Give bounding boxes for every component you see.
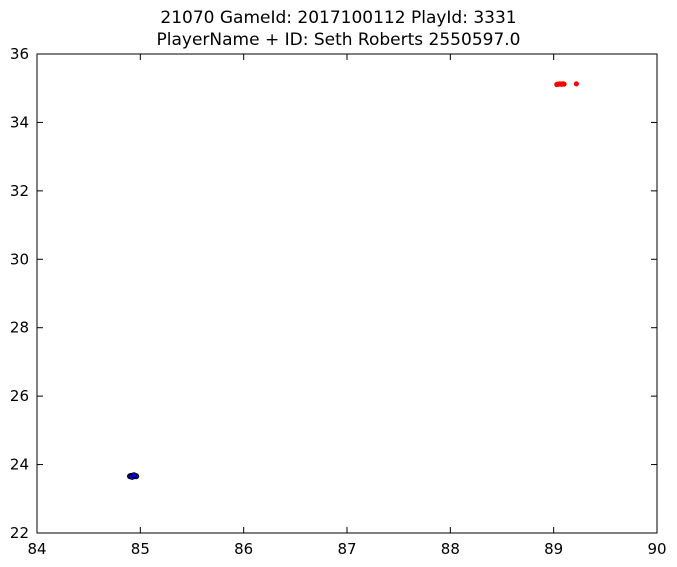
y-tick-label: 36	[10, 45, 29, 63]
x-tick-label: 89	[544, 540, 563, 558]
x-tick-label: 86	[234, 540, 253, 558]
x-tick-label: 85	[131, 540, 150, 558]
x-tick-label: 88	[441, 540, 460, 558]
y-tick-label: 32	[10, 182, 29, 200]
plot-frame	[36, 53, 658, 534]
data-point-series-1	[573, 81, 580, 87]
chart-title-line-1: 21070 GameId: 2017100112 PlayId: 3331	[160, 8, 517, 28]
chart-title-line-2: PlayerName + ID: Seth Roberts 2550597.0	[156, 30, 521, 50]
data-point-series-1	[561, 81, 567, 87]
x-tick-label: 90	[647, 540, 666, 558]
y-tick-label: 24	[10, 456, 29, 474]
y-tick-label: 34	[10, 113, 29, 131]
x-tick-label: 87	[337, 540, 356, 558]
y-tick-label: 30	[10, 250, 29, 268]
data-point-series-2	[131, 472, 138, 479]
y-tick-label: 28	[10, 319, 29, 337]
x-tick-label: 84	[27, 540, 46, 558]
y-tick-label: 26	[10, 387, 29, 405]
y-tick-label: 22	[10, 524, 29, 542]
